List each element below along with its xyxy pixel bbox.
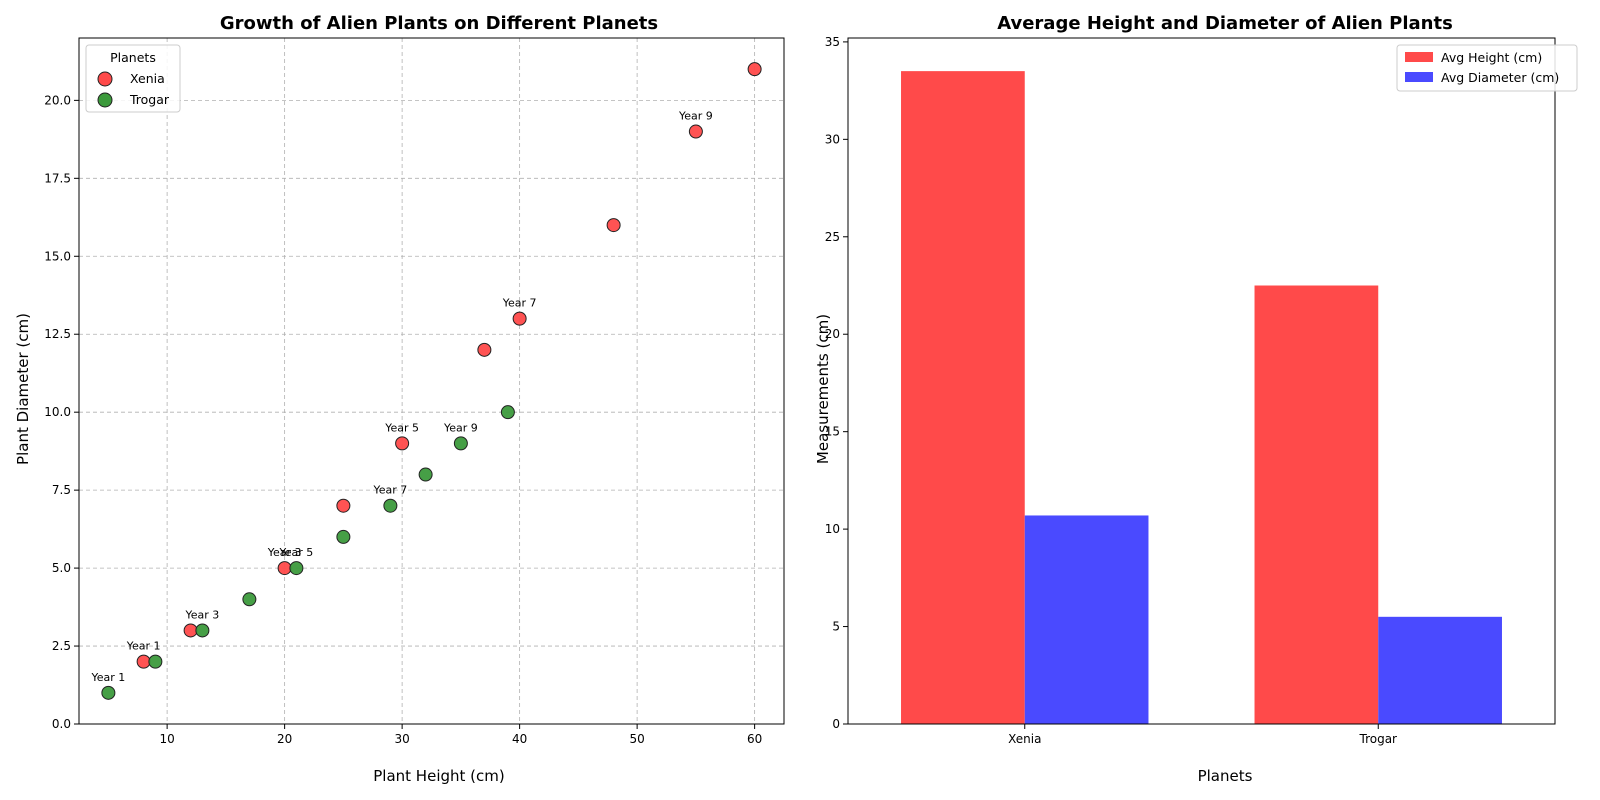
scatter-point-trogar (242, 592, 257, 607)
bar-x-tick-label: Trogar (1359, 732, 1398, 746)
bar-legend: Avg Height (cm) Avg Diameter (cm) (1396, 44, 1578, 92)
bar-avg-diameter-xenia (1024, 515, 1149, 724)
scatter-y-tick-label: 15.0 (44, 249, 71, 263)
scatter-x-axis-label: Plant Height (cm) (373, 767, 504, 785)
bar-y-tick-label: 30 (825, 132, 840, 146)
scatter-point-trogar (148, 654, 163, 669)
scatter-x-tick-label: 10 (159, 732, 174, 746)
scatter-point-xenia (747, 62, 762, 77)
scatter-point-trogar (418, 467, 433, 482)
scatter-point-xenia (395, 436, 410, 451)
scatter-y-tick-label: 2.5 (52, 639, 71, 653)
scatter-y-tick-label: 0.0 (52, 717, 71, 731)
scatter-point-xenia (477, 342, 492, 357)
scatter-y-tick-label: 12.5 (44, 327, 71, 341)
scatter-point-xenia (183, 623, 198, 638)
legend-label-avg-height: Avg Height (cm) (1441, 50, 1542, 65)
scatter-point-trogar (101, 685, 116, 700)
legend-swatch-avg-diameter (1405, 72, 1433, 82)
scatter-points (101, 62, 762, 700)
bar-y-tick-label: 15 (825, 425, 840, 439)
scatter-y-tick-label: 20.0 (44, 93, 71, 107)
scatter-annotation: Year 1 (90, 671, 125, 684)
scatter-point-xenia (336, 498, 351, 513)
scatter-y-tick-label: 5.0 (52, 561, 71, 575)
scatter-annotation: Year 7 (372, 484, 407, 497)
legend-marker-trogar (97, 92, 113, 108)
legend-swatch-avg-height (1405, 52, 1433, 62)
scatter-point-trogar (453, 436, 468, 451)
bar-chart-bars (901, 71, 1502, 725)
legend-marker-xenia (97, 71, 113, 87)
scatter-x-tick-label: 50 (629, 732, 644, 746)
scatter-annotation: Year 5 (278, 546, 313, 559)
scatter-annotation: Year 1 (126, 640, 161, 653)
legend-label-xenia: Xenia (130, 71, 165, 86)
scatter-point-xenia (512, 311, 527, 326)
bar-avg-height-trogar (1254, 285, 1379, 724)
bar-y-tick-label: 5 (832, 620, 840, 634)
bar-y-tick-label: 35 (825, 35, 840, 49)
scatter-point-trogar (336, 529, 351, 544)
bar-y-tick-label: 10 (825, 522, 840, 536)
bar-chart-title: Average Height and Diameter of Alien Pla… (997, 13, 1453, 34)
scatter-point-xenia (688, 124, 703, 139)
bar-avg-diameter-trogar (1378, 616, 1502, 724)
scatter-y-axis-label: Plant Diameter (cm) (14, 313, 32, 465)
scatter-annotation: Year 3 (267, 546, 302, 559)
scatter-y-tick-label: 17.5 (44, 171, 71, 185)
bar-avg-height-xenia (901, 71, 1025, 725)
scatter-annotation: Year 9 (678, 110, 713, 123)
legend-label-trogar: Trogar (129, 92, 170, 107)
scatter-ticks: 10 20 30 40 50 60 0.0 2.5 5.0 7.5 10.0 12.5 15.0 17.5… (44, 93, 762, 746)
scatter-x-tick-label: 30 (394, 732, 409, 746)
scatter-point-xenia (136, 654, 151, 669)
scatter-y-tick-label: 7.5 (52, 483, 71, 497)
bar-x-axis-label: Planets (1198, 767, 1253, 785)
scatter-point-xenia (277, 561, 292, 576)
scatter-x-tick-label: 20 (277, 732, 292, 746)
bar-legend-box (1396, 44, 1578, 92)
scatter-point-trogar (289, 561, 304, 576)
bar-plot-frame (847, 37, 1556, 725)
scatter-point-xenia (606, 218, 621, 233)
bar-y-tick-label: 0 (832, 717, 840, 731)
scatter-legend: Planets Xenia Trogar (85, 44, 181, 113)
bar-y-tick-label: 25 (825, 230, 840, 244)
scatter-chart: Growth of Alien Plants on Different Plan… (14, 13, 785, 785)
scatter-point-trogar (195, 623, 210, 638)
scatter-x-tick-label: 60 (747, 732, 762, 746)
bar-y-tick-label: 20 (825, 327, 840, 341)
scatter-point-trogar (383, 498, 398, 513)
scatter-x-tick-label: 40 (512, 732, 527, 746)
scatter-chart-title: Growth of Alien Plants on Different Plan… (220, 13, 658, 34)
scatter-y-tick-label: 10.0 (44, 405, 71, 419)
bar-y-axis-label: Measurements (cm) (814, 314, 832, 464)
scatter-plot-frame (78, 37, 785, 725)
bar-chart-ticks: Xenia Trogar 0 5 10 15 20 25 30 35 (825, 35, 1397, 746)
scatter-annotation: Year 3 (184, 608, 219, 621)
scatter-annotation: Year 5 (384, 421, 419, 434)
legend-label-avg-diameter: Avg Diameter (cm) (1441, 70, 1559, 85)
bar-chart: Average Height and Diameter of Alien Pla… (814, 13, 1578, 785)
scatter-annotation: Year 7 (502, 297, 537, 310)
bar-x-tick-label: Xenia (1008, 732, 1041, 746)
scatter-legend-title: Planets (110, 50, 156, 65)
scatter-annotation: Year 9 (443, 421, 478, 434)
scatter-point-trogar (500, 405, 515, 420)
